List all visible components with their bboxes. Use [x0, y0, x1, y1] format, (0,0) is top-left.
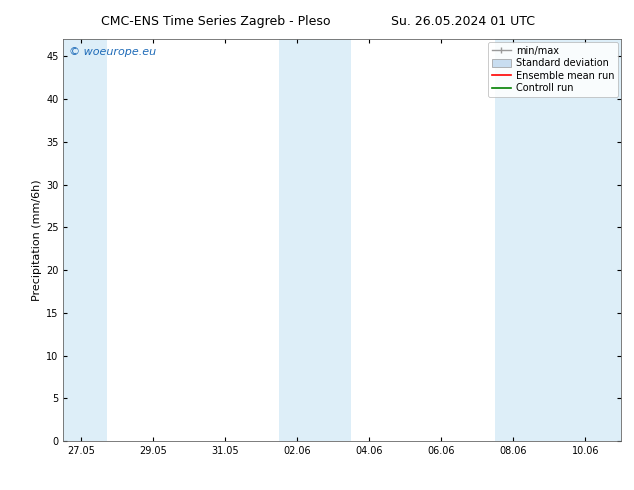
Legend: min/max, Standard deviation, Ensemble mean run, Controll run: min/max, Standard deviation, Ensemble me… [488, 42, 618, 97]
Text: Su. 26.05.2024 01 UTC: Su. 26.05.2024 01 UTC [391, 15, 535, 28]
Text: © woeurope.eu: © woeurope.eu [69, 47, 156, 57]
Y-axis label: Precipitation (mm/6h): Precipitation (mm/6h) [32, 179, 42, 301]
Bar [63, 39, 107, 441]
Bar [495, 39, 621, 441]
Bar [280, 39, 351, 441]
Text: CMC-ENS Time Series Zagreb - Pleso: CMC-ENS Time Series Zagreb - Pleso [101, 15, 330, 28]
